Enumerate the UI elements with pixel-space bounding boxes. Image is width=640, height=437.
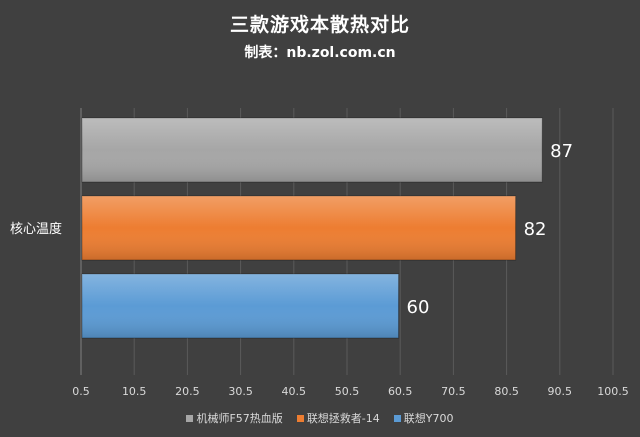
x-tick-label-0: 0.5: [72, 385, 90, 398]
x-tick-label-6: 60.5: [388, 385, 413, 398]
bar-sheen-1: [82, 196, 516, 260]
legend-item-0: 机械师F57热血版: [186, 410, 283, 426]
x-tick-label-9: 90.5: [548, 385, 573, 398]
data-label-0: 87: [550, 141, 573, 162]
x-tick-label-7: 70.5: [441, 385, 466, 398]
legend-swatch-1: [296, 414, 304, 422]
x-tick-label-1: 10.5: [122, 385, 147, 398]
x-tick-label-3: 30.5: [228, 385, 253, 398]
legend-item-2: 联想Y700: [393, 410, 454, 426]
legend-label-1: 联想拯救者-14: [306, 412, 380, 425]
x-tick-label-5: 50.5: [335, 385, 360, 398]
chart-title: 三款游戏本散热对比: [229, 14, 410, 36]
legend-label-2: 联想Y700: [403, 412, 454, 425]
x-tick-label-4: 40.5: [282, 385, 307, 398]
bar-sheen-0: [82, 118, 543, 182]
legend: 机械师F57热血版 联想拯救者-14 联想Y700: [0, 410, 640, 426]
bar-sheen-2: [82, 274, 399, 338]
x-tick-label-2: 20.5: [175, 385, 200, 398]
data-label-2: 60: [407, 297, 430, 318]
data-label-1: 82: [524, 219, 547, 240]
x-tick-label-8: 80.5: [494, 385, 519, 398]
legend-label-0: 机械师F57热血版: [196, 412, 283, 425]
category-label-0: 核心温度: [10, 221, 62, 237]
legend-swatch-2: [393, 414, 401, 422]
legend-item-1: 联想拯救者-14: [296, 410, 380, 426]
legend-swatch-0: [186, 414, 194, 422]
chart-subtitle: 制表：nb.zol.com.cn: [244, 45, 396, 61]
x-tick-label-10: 100.5: [597, 385, 629, 398]
